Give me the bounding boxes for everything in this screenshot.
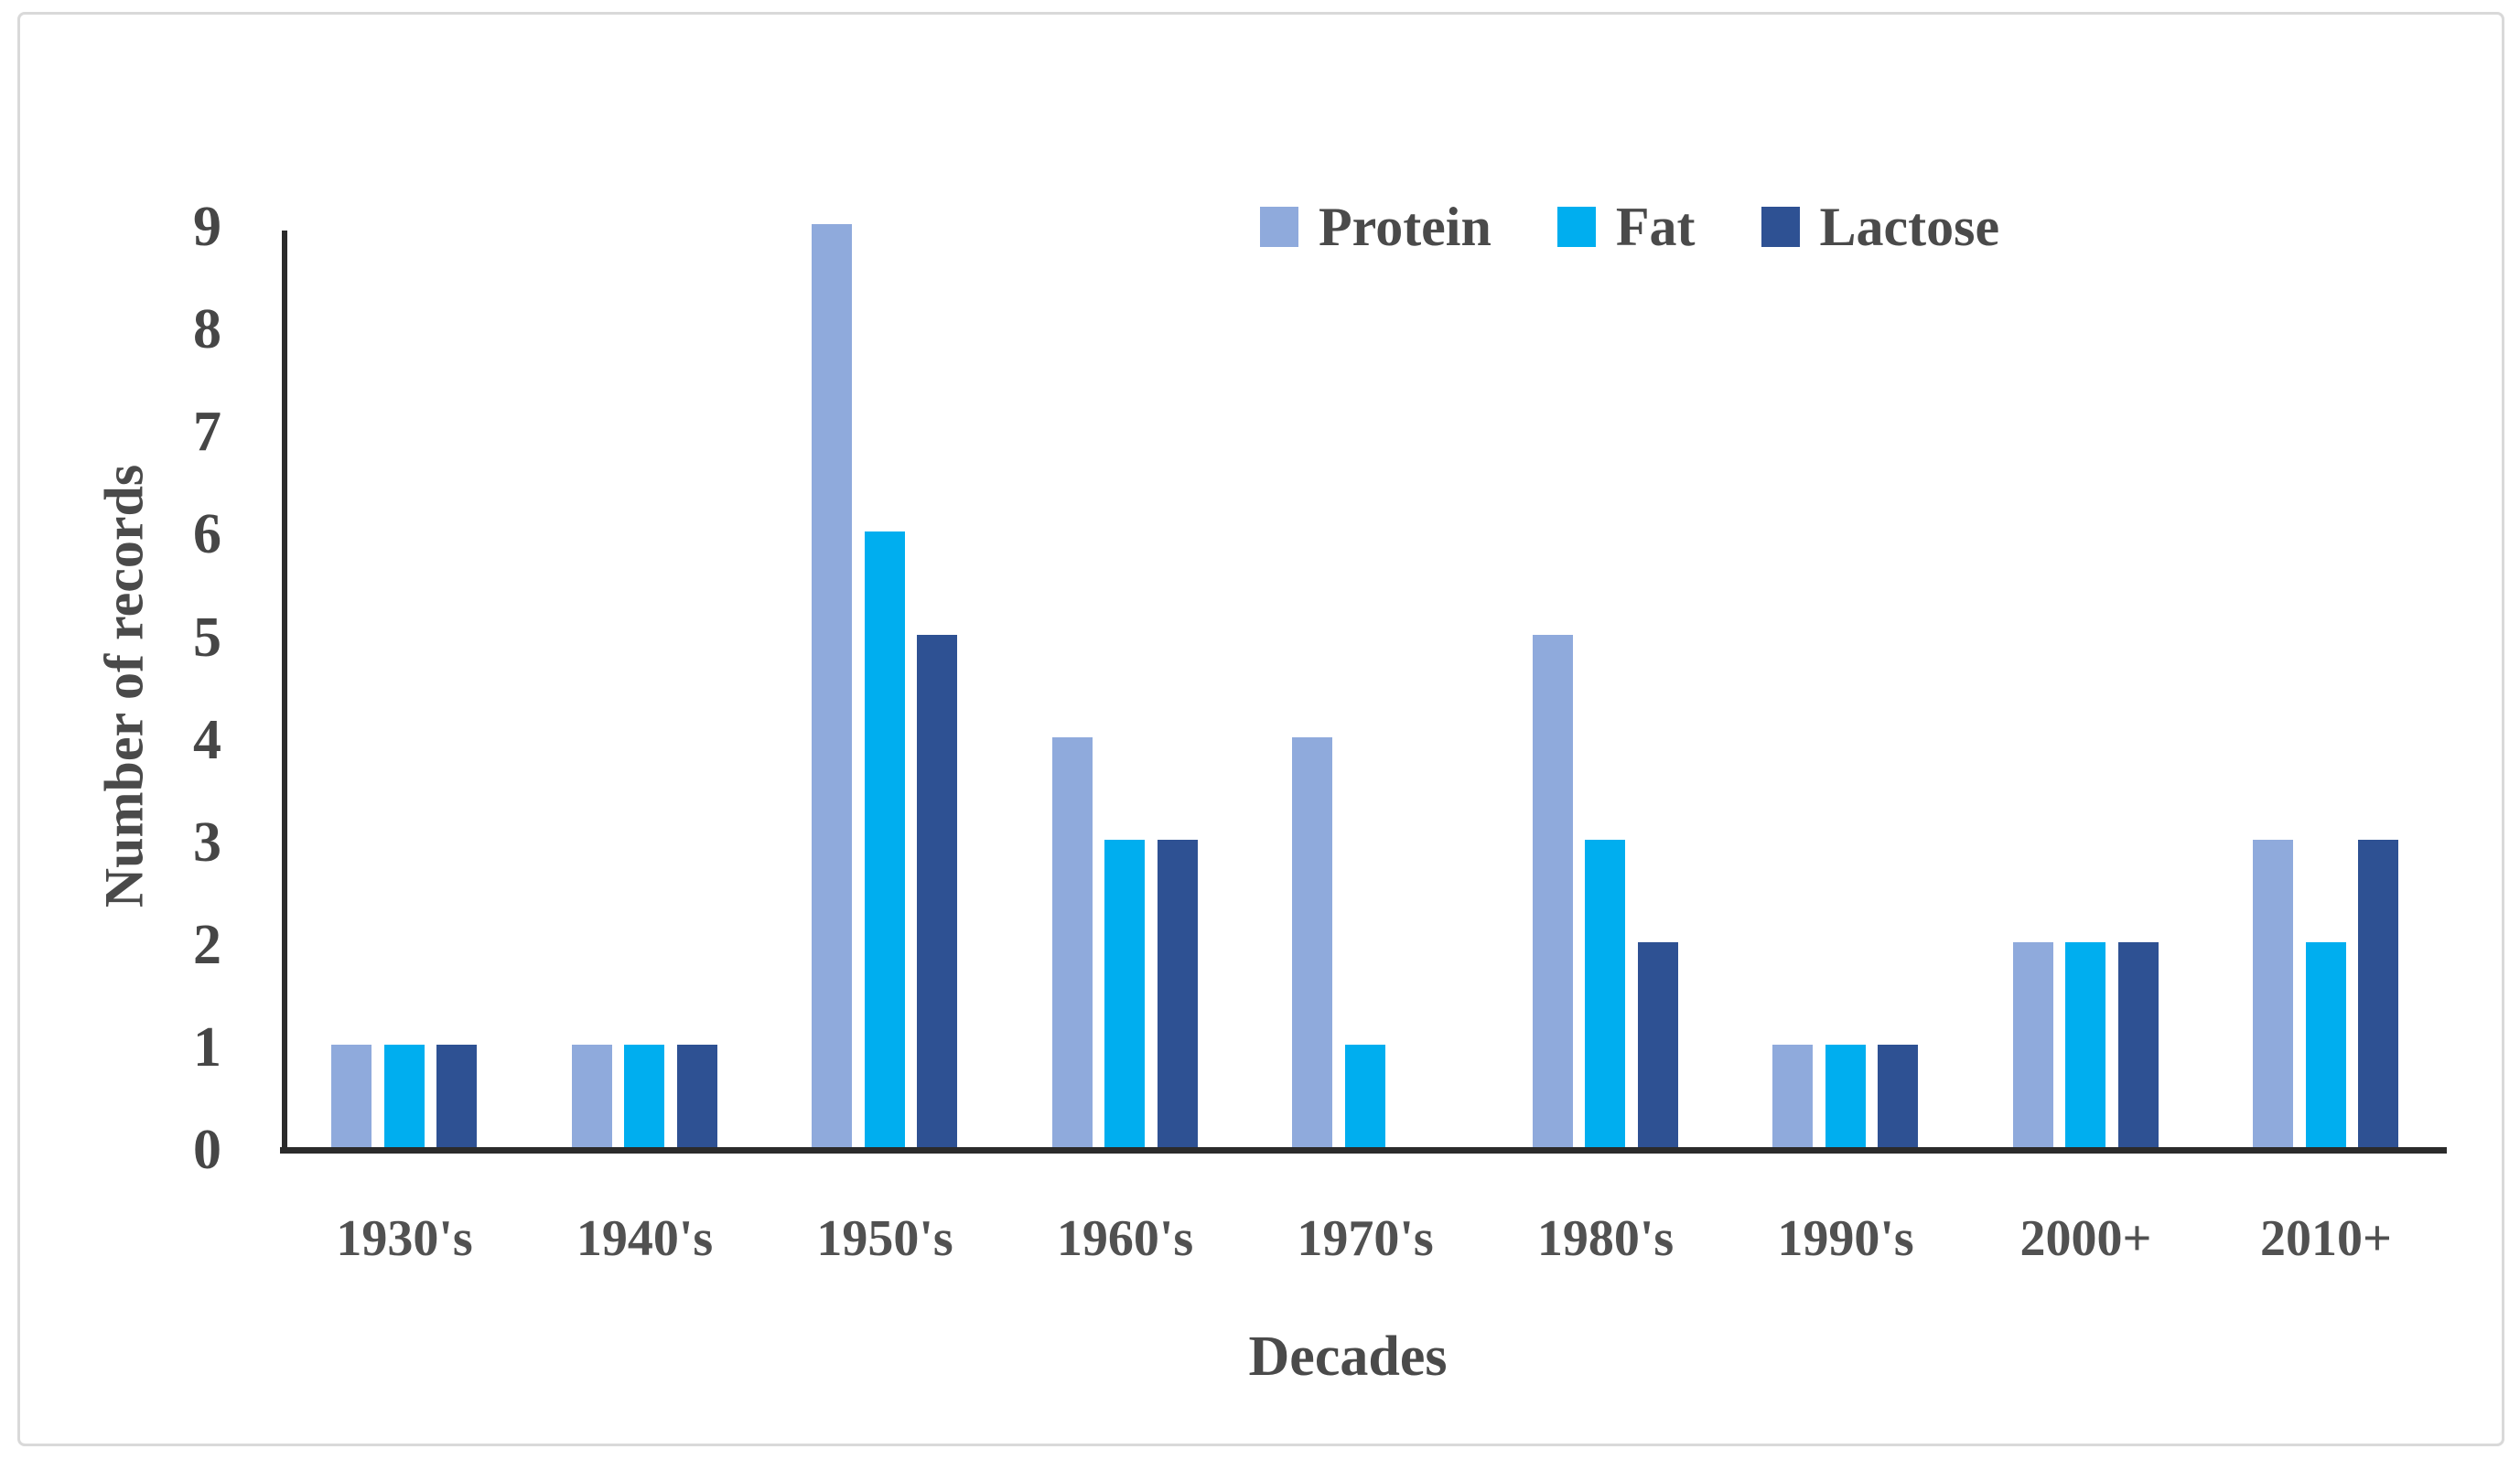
bar-fat-1930s bbox=[383, 1044, 425, 1147]
bar-protein-1970s bbox=[1292, 736, 1332, 1147]
bar-lactose-1980s bbox=[1637, 941, 1678, 1147]
bar-fat-2010 bbox=[2305, 941, 2346, 1147]
bar-fat-1990s bbox=[1825, 1044, 1866, 1147]
x-axis-title: Decades bbox=[1248, 1326, 1448, 1388]
y-tick-label-9: 9 bbox=[193, 196, 221, 259]
bar-lactose-1930s bbox=[436, 1044, 477, 1147]
x-axis-line bbox=[280, 1147, 2447, 1154]
legend-label-fat: Fat bbox=[1615, 197, 1696, 257]
bar-lactose-1960s bbox=[1157, 839, 1198, 1147]
x-label-1950s: 1950's bbox=[816, 1210, 953, 1267]
bar-fat-1960s bbox=[1104, 839, 1145, 1147]
legend-swatch-fat bbox=[1556, 207, 1596, 247]
figure-frame bbox=[17, 12, 2504, 1446]
bar-lactose-1990s bbox=[1878, 1044, 1918, 1147]
x-label-1970s: 1970's bbox=[1297, 1210, 1434, 1267]
bar-protein-1980s bbox=[1532, 634, 1573, 1147]
x-label-1940s: 1940's bbox=[576, 1210, 714, 1267]
legend-swatch-lactose bbox=[1761, 207, 1800, 247]
legend-swatch-protein bbox=[1260, 207, 1298, 247]
bar-fat-1980s bbox=[1585, 839, 1625, 1147]
y-tick-label-2: 2 bbox=[193, 913, 221, 976]
y-tick-label-8: 8 bbox=[193, 298, 221, 361]
legend-item-fat: Fat bbox=[1556, 197, 1696, 257]
y-tick-label-3: 3 bbox=[193, 811, 221, 874]
bar-fat-2000 bbox=[2065, 941, 2105, 1147]
legend-item-protein: Protein bbox=[1260, 199, 1492, 254]
x-label-1930s: 1930's bbox=[336, 1210, 473, 1267]
bar-protein-2000 bbox=[2012, 941, 2053, 1147]
bar-protein-1950s bbox=[812, 224, 852, 1147]
chart-legend: Protein Fat Lactose bbox=[1260, 199, 2065, 254]
legend-item-lactose: Lactose bbox=[1761, 197, 2000, 257]
y-tick-label-7: 7 bbox=[193, 401, 221, 464]
bar-fat-1940s bbox=[624, 1044, 664, 1147]
x-label-1990s: 1990's bbox=[1777, 1210, 1914, 1267]
x-label-2000: 2000+ bbox=[2019, 1210, 2152, 1267]
bar-lactose-2000 bbox=[2117, 941, 2159, 1147]
y-tick-label-4: 4 bbox=[193, 708, 221, 771]
bar-lactose-1940s bbox=[676, 1044, 717, 1147]
bar-lactose-1950s bbox=[917, 634, 957, 1147]
x-label-1960s: 1960's bbox=[1056, 1210, 1194, 1267]
x-label-1980s: 1980's bbox=[1536, 1210, 1675, 1267]
legend-label-lactose: Lactose bbox=[1819, 197, 2000, 257]
bar-protein-1960s bbox=[1051, 736, 1093, 1147]
y-tick-label-6: 6 bbox=[193, 503, 221, 566]
x-label-2010: 2010+ bbox=[2260, 1210, 2392, 1267]
bar-lactose-2010 bbox=[2358, 839, 2398, 1147]
legend-label-protein: Protein bbox=[1319, 197, 1492, 257]
bar-protein-1990s bbox=[1772, 1044, 1813, 1147]
y-axis-line bbox=[282, 231, 287, 1154]
bar-protein-2010 bbox=[2253, 839, 2293, 1147]
bar-fat-1970s bbox=[1344, 1044, 1385, 1147]
y-tick-label-1: 1 bbox=[193, 1015, 221, 1079]
bar-protein-1930s bbox=[331, 1044, 372, 1147]
y-tick-label-0: 0 bbox=[193, 1119, 221, 1181]
y-tick-label-5: 5 bbox=[193, 606, 221, 669]
bar-protein-1940s bbox=[571, 1044, 612, 1147]
bar-fat-1950s bbox=[864, 531, 905, 1147]
